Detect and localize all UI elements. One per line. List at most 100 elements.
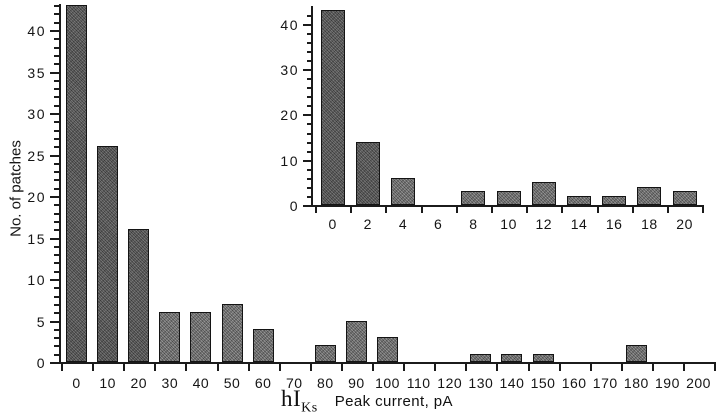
x-tick-label: 8 [469,216,478,232]
x-tick [491,207,493,213]
y-tick-label: 5 [36,313,46,330]
x-tick-label: 140 [499,375,525,391]
x-tick-label: 170 [592,375,618,391]
y-minor-tick [307,105,311,108]
x-tick [558,364,561,371]
y-minor-tick [54,245,59,248]
y-minor-tick [307,123,311,126]
x-tick [216,364,219,371]
y-minor-tick [307,177,311,180]
y-major-tick [50,196,59,198]
y-tick-label: 40 [27,23,46,39]
y-minor-tick [54,46,59,49]
y-minor-tick [54,179,59,182]
histogram-bar [531,182,556,205]
x-tick-label: 20 [130,375,148,391]
y-minor-tick [307,150,311,153]
histogram-bar [221,303,243,362]
x-tick-label: 18 [641,216,658,232]
y-minor-tick [54,146,59,149]
y-minor-tick [307,14,311,17]
x-tick-label: 10 [99,375,116,391]
x-tick [340,364,343,371]
y-minor-tick [54,162,59,165]
histogram-bar [461,191,486,205]
x-tick-label: 4 [398,216,408,232]
y-minor-tick [54,137,59,140]
x-tick [154,364,157,371]
y-minor-tick [54,79,59,82]
y-minor-tick [54,345,59,348]
y-minor-tick [54,187,59,190]
x-tick [350,207,353,213]
x-tick [123,364,126,371]
x-tick [620,364,623,371]
x-tick-label: 150 [530,375,556,391]
y-major-tick [50,237,59,240]
x-tick-label: 10 [500,216,517,232]
x-axis-symbol-text: hI [281,386,302,411]
y-minor-tick [54,220,59,223]
y-minor-tick [54,13,59,16]
y-minor-tick [54,254,59,257]
x-tick-label: 0 [72,375,81,391]
y-minor-tick [54,295,59,298]
y-minor-tick [54,270,59,273]
histogram-bar [470,353,492,362]
x-tick [247,364,250,371]
histogram-bar [602,195,627,205]
histogram-bar [625,345,647,362]
y-minor-tick [307,168,311,171]
histogram-bar [252,328,274,362]
y-minor-tick [54,262,59,265]
x-tick-label: 50 [223,375,241,391]
y-minor-tick [307,141,311,144]
y-minor-tick [54,121,59,124]
y-minor-tick [54,328,59,331]
y-minor-tick [54,129,59,132]
x-tick [651,364,654,371]
y-tick-label: 0 [36,355,46,371]
x-tick-label: 40 [192,375,210,391]
x-tick-label: 14 [570,216,588,232]
y-major-tick [50,30,59,32]
x-tick-label: 2 [363,216,372,232]
x-tick [714,364,717,371]
y-tick-label: 30 [27,106,46,122]
y-minor-tick [307,96,311,99]
histogram-bar [496,191,521,205]
y-minor-tick [54,353,59,356]
y-tick-label: 25 [27,147,46,164]
y-minor-tick [54,229,59,232]
y-major-tick [50,113,59,115]
y-major-tick [303,69,311,72]
histogram-bar [314,345,336,362]
y-minor-tick [54,38,59,41]
x-tick [309,364,312,371]
y-minor-tick [307,41,311,44]
histogram-bar [345,320,367,362]
y-tick-label: 20 [280,107,299,124]
x-tick [434,364,437,371]
y-minor-tick [307,186,311,189]
y-major-tick [50,362,59,364]
histogram-bar [532,353,554,362]
x-tick-label: 16 [605,216,623,232]
histogram-bar [97,146,119,362]
x-tick-label: 110 [406,375,431,391]
histogram-bar [567,195,591,205]
x-tick [315,207,317,213]
y-tick-label: 20 [27,189,46,205]
x-tick [420,207,423,213]
y-minor-tick [54,171,59,174]
x-axis-label: hIKs Peak current, pA [281,386,453,415]
x-tick-label: 12 [535,216,553,232]
y-minor-tick [54,5,59,8]
histogram-bar [391,177,415,205]
y-axis-line [311,6,313,207]
x-tick-label: 6 [434,216,443,232]
y-major-tick [303,114,311,117]
y-major-tick [303,205,311,207]
x-tick [667,207,669,213]
x-tick-label: 30 [161,375,179,391]
